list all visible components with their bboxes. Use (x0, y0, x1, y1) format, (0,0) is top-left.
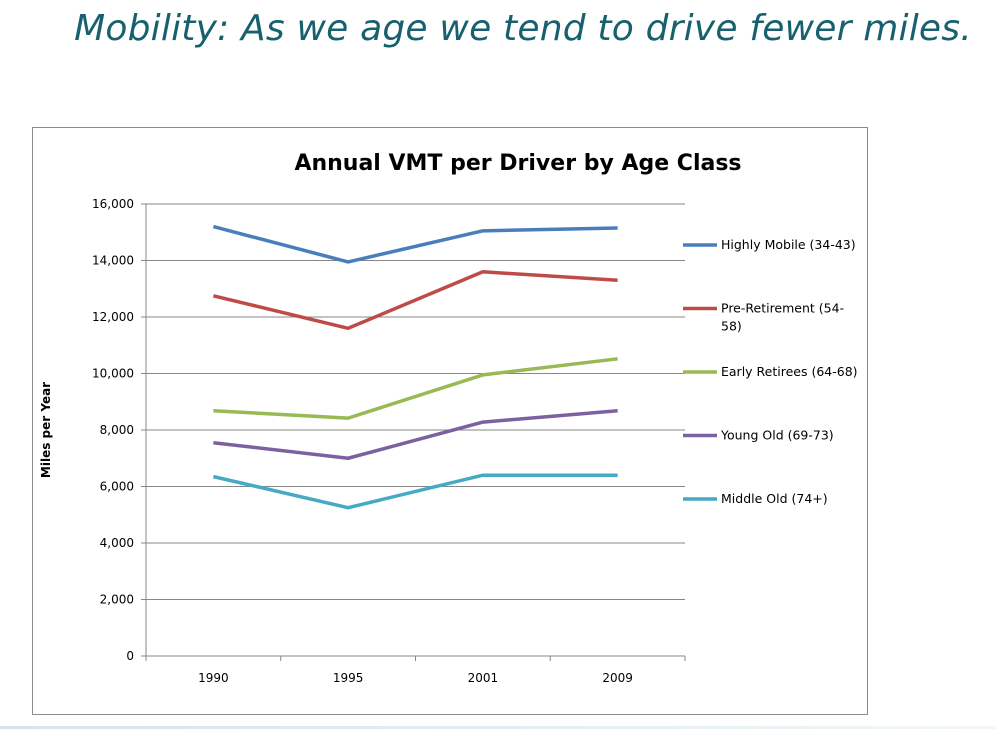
legend-entry: Middle Old (74+) (721, 491, 828, 506)
y-tick-label: 8,000 (100, 423, 134, 437)
y-tick-label: 2,000 (100, 593, 134, 607)
series-line (212, 224, 618, 264)
chart-frame: Annual VMT per Driver by Age Class 0 2,00… (32, 127, 868, 715)
y-tick-label: 0 (126, 649, 134, 663)
series-line (212, 473, 618, 510)
y-tick-label: 12,000 (92, 310, 134, 324)
legend: Highly Mobile (34-43) Pre-Retirement (54-… (683, 237, 858, 506)
gridlines (146, 203, 685, 600)
y-tick-label: 16,000 (92, 197, 134, 211)
series-lines (212, 224, 618, 510)
y-tick-label: 4,000 (100, 536, 134, 550)
legend-entry: Highly Mobile (34-43) (721, 237, 856, 252)
slide-title: Mobility: As we age we tend to drive few… (74, 8, 972, 49)
line-chart: Annual VMT per Driver by Age Class 0 2,00… (39, 151, 858, 685)
legend-entry: Early Retirees (64-68) (721, 364, 858, 379)
chart-title: Annual VMT per Driver by Age Class (294, 151, 741, 176)
y-tick-label: 14,000 (92, 254, 134, 268)
x-tick-label: 1995 (333, 671, 364, 685)
legend-entry: Young Old (69-73) (720, 428, 834, 443)
slide-footer-rule (0, 726, 996, 729)
series-line (212, 270, 618, 331)
x-tick-label: 2001 (468, 671, 499, 685)
x-tick-label: 1990 (198, 671, 229, 685)
y-tick-label: 6,000 (100, 480, 134, 494)
legend-entry: Pre-Retirement (54-58) (721, 301, 844, 334)
y-axis-title: Miles per Year (39, 382, 53, 478)
x-tick-label: 2009 (602, 671, 633, 685)
axes: 0 2,000 4,000 6,000 8,000 10,000 12,000 14,000 1… (92, 197, 686, 685)
series-line (213, 357, 618, 420)
y-tick-label: 10,000 (92, 367, 134, 381)
series-line (213, 409, 618, 460)
